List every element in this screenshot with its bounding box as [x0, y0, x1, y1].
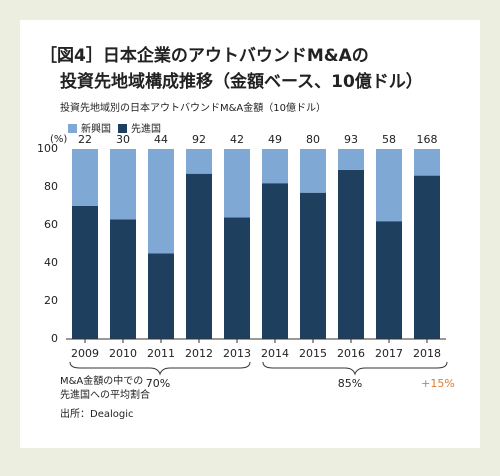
- x-tick-label: 2013: [223, 347, 251, 360]
- legend-swatch: [118, 124, 127, 133]
- title-line: ［図4］日本企業のアウトバウンドM&Aの: [40, 45, 369, 66]
- bar-segment: [110, 219, 136, 339]
- bar-segment: [186, 173, 212, 339]
- total-label: 58: [382, 133, 396, 146]
- x-tick-label: 2014: [261, 347, 289, 360]
- bar-segment: [300, 149, 326, 193]
- total-label: 30: [116, 133, 130, 146]
- bar-segment: [72, 149, 98, 206]
- y-tick-label: 80: [44, 180, 58, 193]
- legend-label: 先進国: [131, 123, 161, 135]
- x-tick-label: 2015: [299, 347, 327, 360]
- x-tick-label: 2017: [375, 347, 403, 360]
- title-line: 投資先地域構成推移（金額ベース、10億ドル）: [60, 71, 423, 92]
- note-line: M&A金額の中での: [60, 374, 143, 387]
- bar-segment: [186, 149, 212, 174]
- total-label: 49: [268, 133, 282, 146]
- bar-segment: [414, 175, 440, 339]
- bar-segment: [414, 149, 440, 176]
- x-tick-label: 2012: [185, 347, 213, 360]
- y-tick-label: 0: [51, 332, 58, 345]
- average-label: 70%: [146, 377, 170, 390]
- bar-segment: [300, 192, 326, 339]
- x-tick-label: 2018: [413, 347, 441, 360]
- x-tick-label: 2010: [109, 347, 137, 360]
- bar-segment: [224, 149, 250, 218]
- total-label: 22: [78, 133, 92, 146]
- y-tick-label: 20: [44, 294, 58, 307]
- x-tick-label: 2016: [337, 347, 365, 360]
- x-tick-label: 2009: [71, 347, 99, 360]
- x-tick-label: 2011: [147, 347, 175, 360]
- bar-segment: [338, 149, 364, 170]
- total-label: 80: [306, 133, 320, 146]
- y-tick-label: 100: [37, 142, 58, 155]
- bar-segment: [148, 253, 174, 339]
- bar-segment: [376, 221, 402, 339]
- bracket: [69, 361, 251, 376]
- bar-segment: [148, 149, 174, 254]
- total-label: 168: [417, 133, 438, 146]
- bar-segment: [262, 149, 288, 184]
- y-unit: (%): [50, 134, 67, 145]
- bracket: [262, 361, 448, 376]
- total-label: 44: [154, 133, 168, 146]
- note-line: 先進国への平均割合: [60, 388, 150, 401]
- legend-swatch: [68, 124, 77, 133]
- average-label: 85%: [338, 377, 362, 390]
- source: 出所：Dealogic: [60, 407, 134, 420]
- y-tick-label: 40: [44, 256, 58, 269]
- bar-segment: [262, 183, 288, 339]
- subtitle: 投資先地域別の日本アウトバウンドM&A金額（10億ドル）: [60, 101, 326, 114]
- bar-segment: [110, 149, 136, 220]
- bar-segment: [224, 217, 250, 339]
- bar-segment: [376, 149, 402, 222]
- difference-label: +15%: [421, 377, 455, 390]
- total-label: 42: [230, 133, 244, 146]
- y-tick-label: 60: [44, 218, 58, 231]
- total-label: 92: [192, 133, 206, 146]
- bar-segment: [338, 169, 364, 339]
- total-label: 93: [344, 133, 358, 146]
- bar-segment: [72, 206, 98, 339]
- legend-label: 新興国: [81, 122, 111, 135]
